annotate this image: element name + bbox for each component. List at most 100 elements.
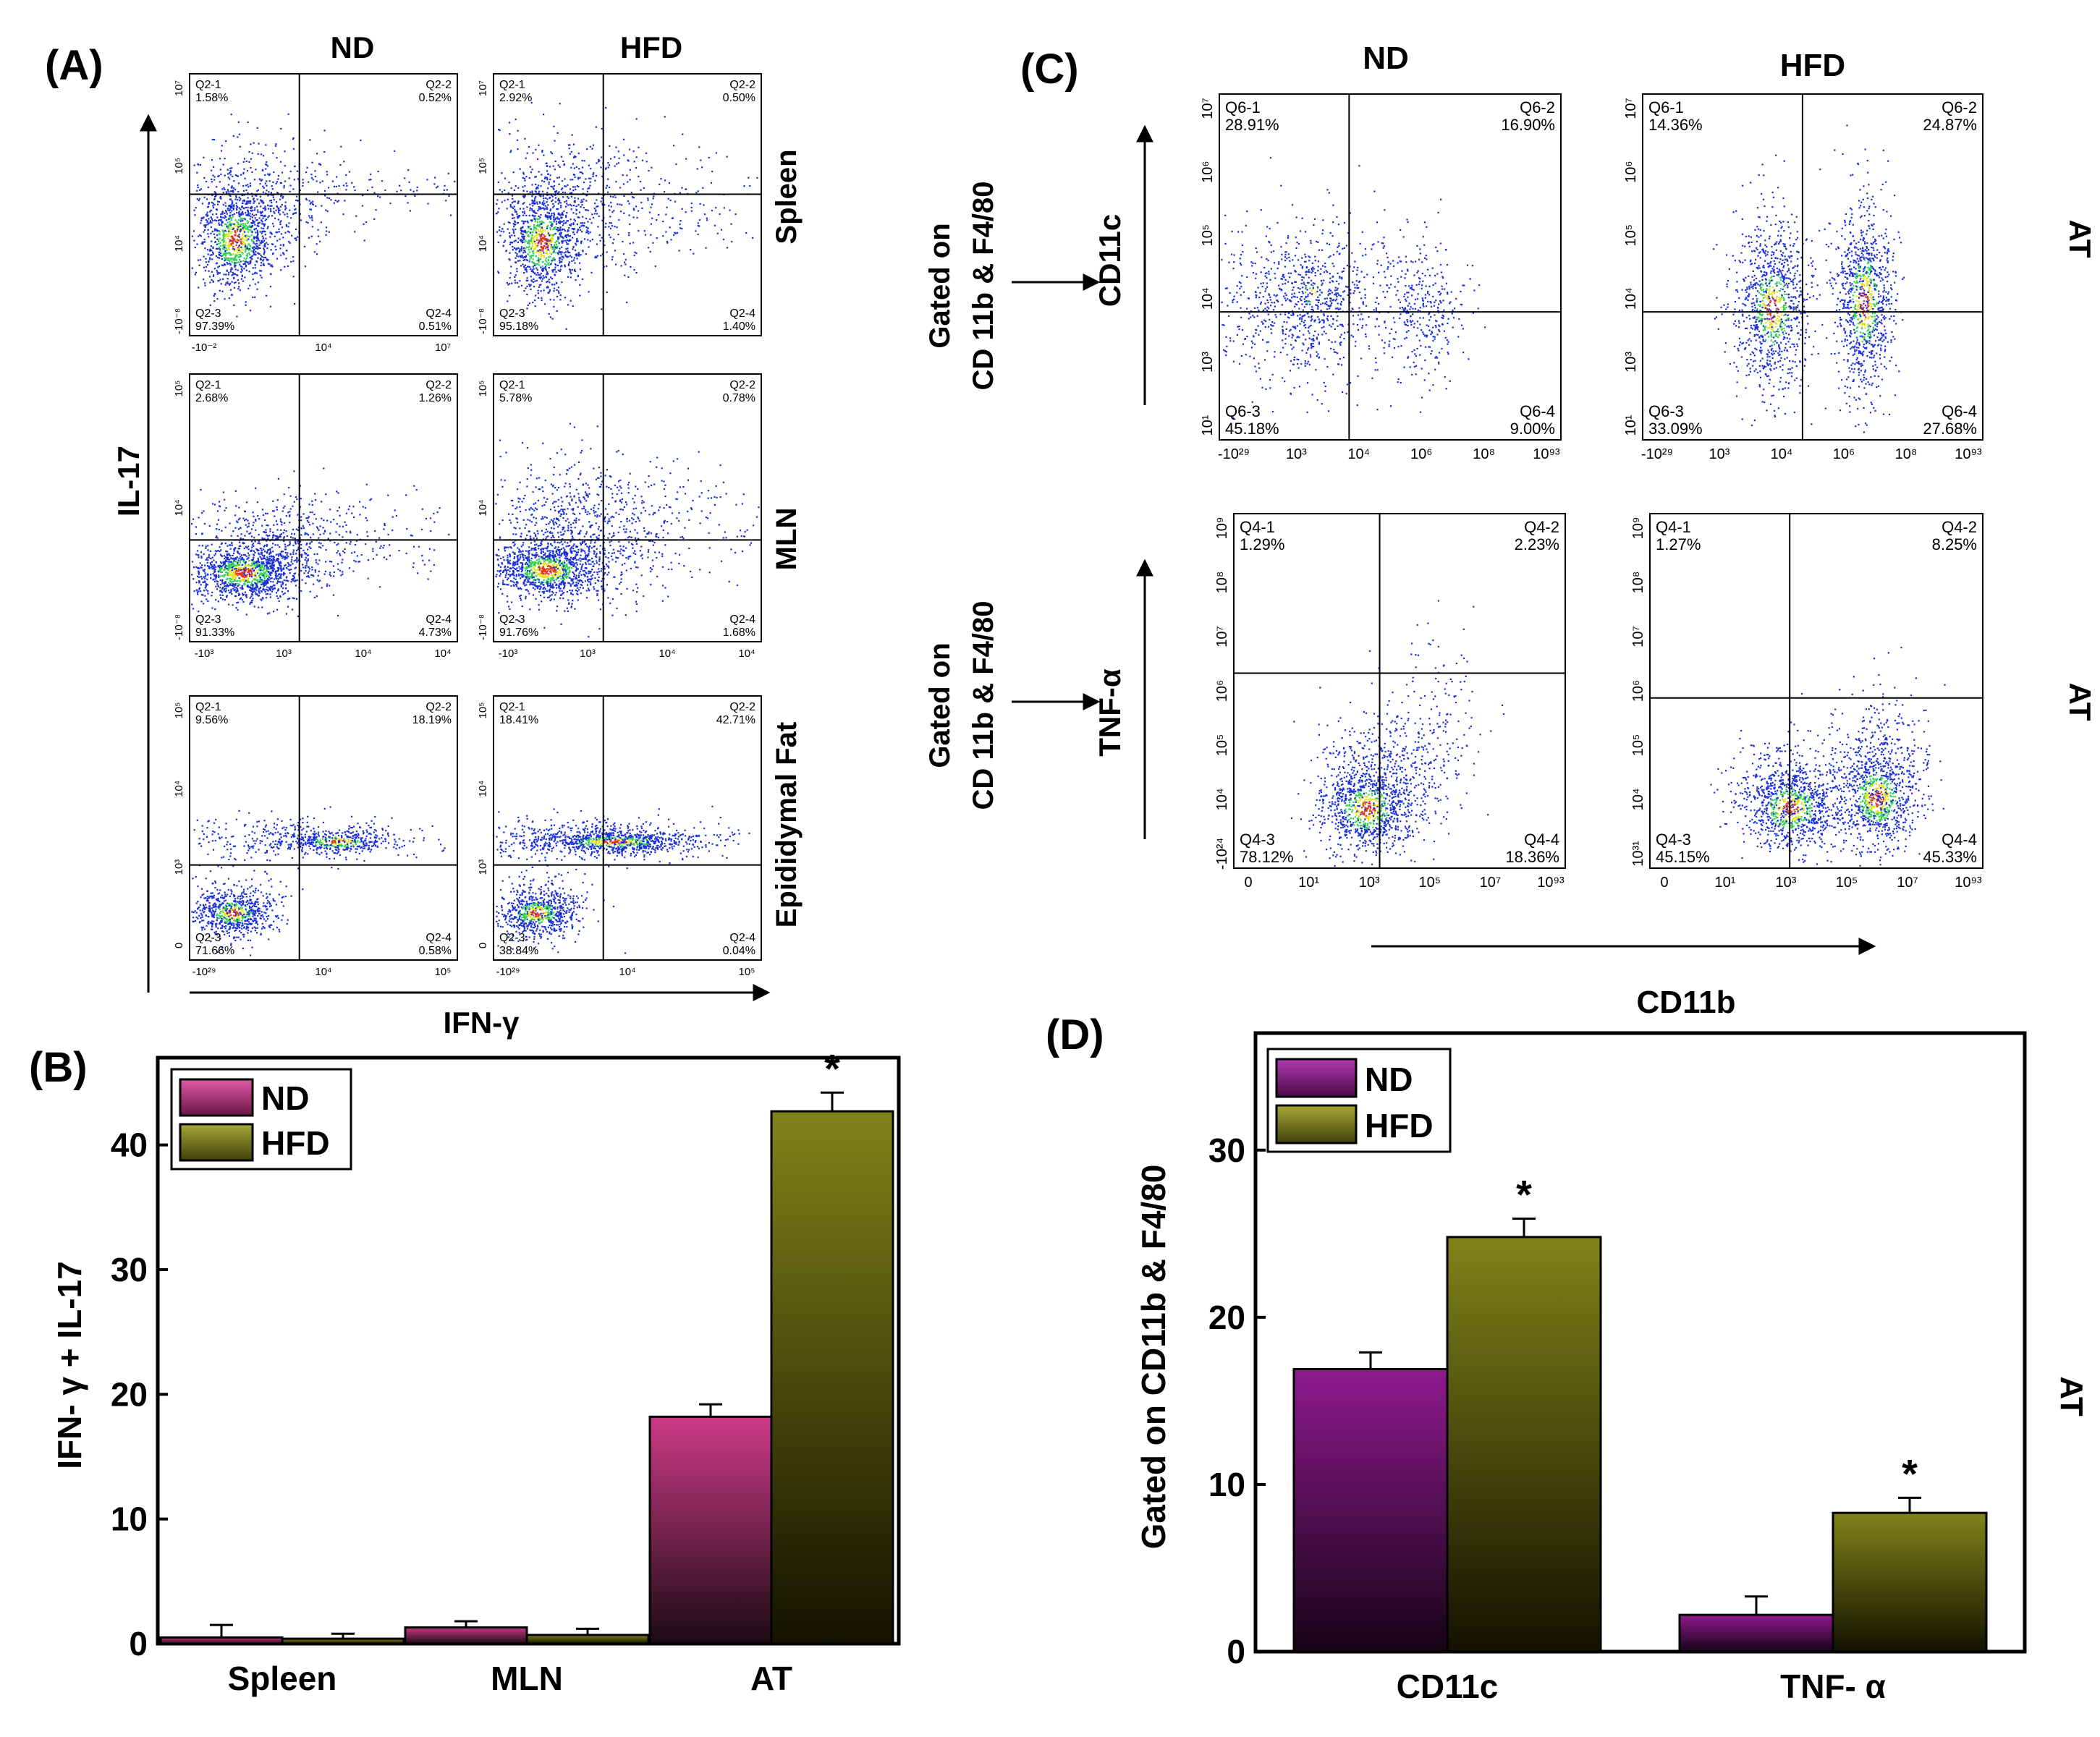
flow-dot [296, 170, 298, 172]
flow-dot [538, 224, 541, 226]
flow-dot [282, 572, 285, 574]
flow-dot [533, 210, 535, 212]
flow-dot [630, 266, 632, 268]
flow-dot [546, 192, 549, 194]
flow-dot [316, 253, 318, 255]
flow-dot [509, 243, 511, 245]
flow-dot [196, 190, 198, 192]
flow-dot [305, 570, 307, 572]
flow-dot [224, 582, 226, 585]
flow-dot [239, 256, 241, 258]
flow-dot [231, 261, 233, 263]
flow-dot [203, 553, 205, 555]
flow-dot [194, 273, 196, 276]
flow-dot [555, 223, 558, 225]
flow-dot [203, 577, 206, 579]
flow-dot [550, 253, 553, 255]
flow-dot [500, 230, 502, 232]
flow-dot [255, 561, 258, 564]
flow-dot [257, 233, 259, 235]
flow-dot [337, 200, 340, 202]
flow-dot [276, 523, 279, 525]
flow-dot [247, 564, 250, 566]
flow-dot [546, 286, 548, 289]
flow-dot [228, 582, 230, 584]
flow-dot [242, 579, 245, 582]
flow-dot [346, 184, 348, 187]
flow-dot [249, 224, 251, 226]
flow-dot [234, 257, 236, 259]
flow-dot [543, 586, 546, 588]
flow-dot [611, 225, 613, 227]
flow-dot [360, 554, 363, 556]
flow-dot [503, 241, 505, 243]
flow-dot [532, 205, 534, 207]
flow-dot [690, 202, 693, 205]
flow-dot [266, 184, 268, 187]
flow-dot [196, 243, 198, 245]
flow-dot [239, 560, 241, 562]
flow-dot [622, 138, 625, 140]
flow-dot [610, 205, 612, 208]
flow-dot [261, 554, 263, 556]
flow-dot [232, 572, 234, 574]
flow-dot [362, 194, 364, 197]
flow-dot [219, 594, 221, 596]
flow-dot [229, 561, 232, 564]
flow-dot [362, 506, 364, 508]
flow-dot [531, 242, 533, 245]
x-tick-label: -10⁻² [192, 341, 217, 354]
flow-dot [232, 227, 234, 230]
flow-dot [229, 227, 231, 230]
flow-dot [276, 536, 279, 538]
flow-dot [511, 206, 513, 208]
flow-dot [529, 232, 532, 234]
flow-dot [237, 594, 240, 596]
flow-dot [196, 567, 198, 569]
flow-dot [589, 181, 591, 183]
flow-dot [246, 526, 248, 528]
flow-dot [218, 528, 220, 531]
flow-dot [221, 590, 223, 593]
flow-dot [199, 163, 202, 166]
flow-dot [253, 142, 255, 144]
flow-dot [720, 229, 723, 231]
flow-dot [586, 190, 588, 192]
flow-dot [232, 239, 234, 242]
flow-dot [225, 224, 227, 226]
flow-dot [240, 229, 242, 231]
flow-dot [598, 161, 600, 163]
flow-dot [550, 276, 552, 279]
flow-dot [541, 239, 543, 242]
flow-dot [542, 207, 545, 209]
flow-dot [543, 229, 546, 232]
flow-dot [533, 218, 535, 220]
flow-dot [248, 226, 250, 228]
flow-dot [567, 250, 569, 252]
flow-dot [261, 509, 264, 511]
flow-dot [752, 237, 754, 239]
flow-dot [308, 546, 310, 548]
flow-dot [195, 582, 198, 584]
flow-dot [228, 271, 230, 273]
flow-dot [412, 562, 415, 564]
flow-dot [244, 574, 246, 577]
flow-dot [229, 254, 231, 256]
flow-dot [517, 286, 520, 288]
flow-dot [224, 509, 226, 511]
flow-dot [258, 581, 261, 583]
flow-dot [255, 585, 258, 587]
flow-dot [258, 203, 261, 205]
flow-dot [253, 254, 255, 256]
flow-dot [532, 200, 534, 202]
flow-dot [284, 557, 287, 559]
flow-dot [214, 576, 216, 578]
flow-dot [564, 235, 566, 237]
flow-dot [238, 548, 241, 550]
flow-dot [239, 215, 241, 217]
flow-dot [509, 133, 511, 135]
flow-dot [236, 587, 238, 590]
flow-dot [237, 608, 239, 611]
flow-dot [211, 567, 213, 569]
flow-dot [239, 247, 241, 249]
